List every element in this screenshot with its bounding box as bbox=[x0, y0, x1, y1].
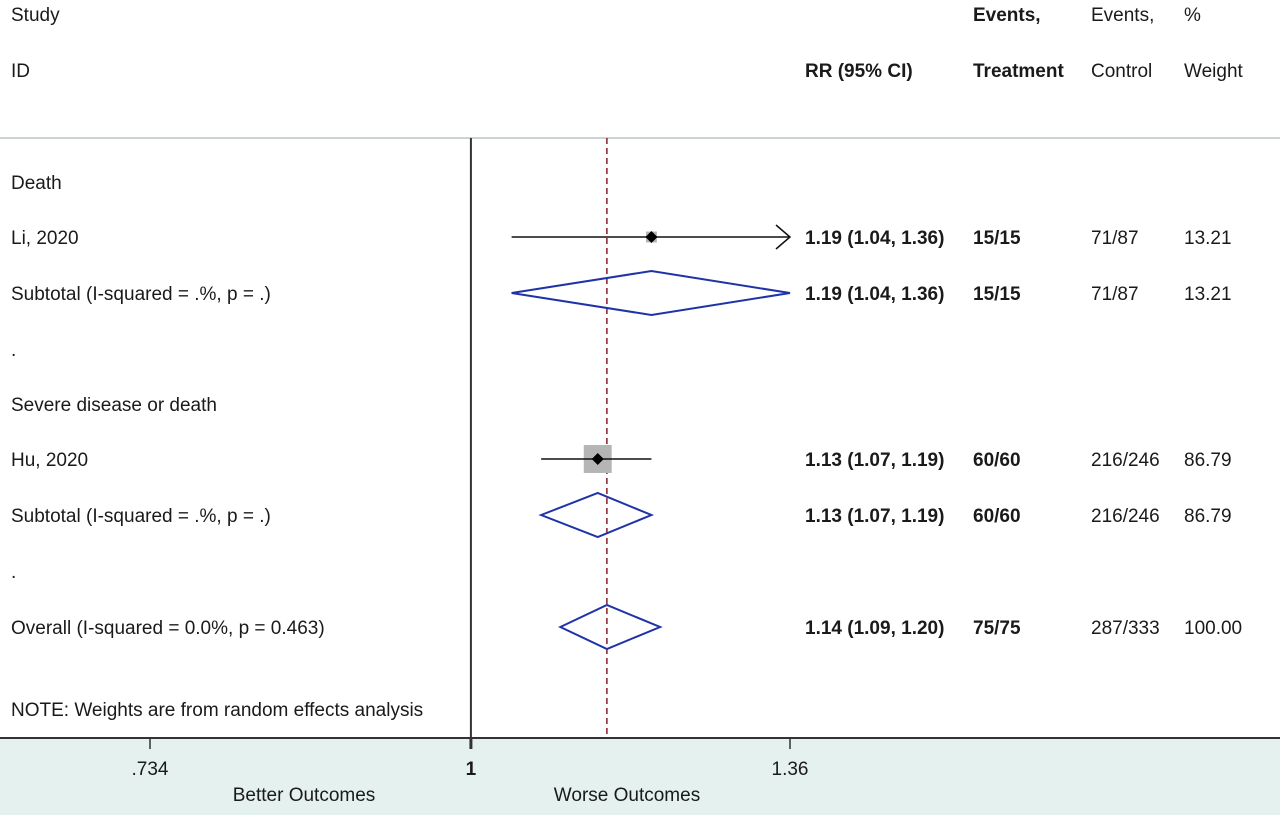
study-5-label: Hu, 2020 bbox=[11, 450, 88, 471]
subtotal-2-weight: 13.21 bbox=[1184, 284, 1232, 305]
rows-layer: Death Li, 2020 1.19 (1.04, 1.36) 15/15 71/87… bbox=[11, 173, 1242, 651]
overall-8-rr-text: 1.14 (1.09, 1.20) bbox=[805, 618, 944, 639]
subtotal-6-diamond bbox=[538, 491, 655, 539]
worse-outcomes-label: Worse Outcomes bbox=[554, 785, 700, 806]
subtotal-2-control-events: 71/87 bbox=[1091, 284, 1139, 305]
header-treatment: Treatment bbox=[973, 61, 1064, 82]
group-4-label: Severe disease or death bbox=[11, 395, 217, 416]
subtotal-2-diamond bbox=[511, 269, 791, 317]
overall-8-weight: 100.00 bbox=[1184, 618, 1242, 639]
study-1-point bbox=[645, 231, 658, 243]
subtotal-2-label: Subtotal (I-squared = .%, p = .) bbox=[11, 284, 271, 305]
x-tick-label-1: 1 bbox=[466, 759, 477, 780]
subtotal-6-rr-text: 1.13 (1.07, 1.19) bbox=[805, 506, 944, 527]
study-5-rr-text: 1.13 (1.07, 1.19) bbox=[805, 450, 944, 471]
study-1-weight: 13.21 bbox=[1184, 228, 1232, 249]
study-5-treatment-events: 60/60 bbox=[973, 450, 1021, 471]
better-outcomes-label: Better Outcomes bbox=[233, 785, 376, 806]
study-1-treatment-events: 15/15 bbox=[973, 228, 1021, 249]
header-study: Study bbox=[11, 5, 60, 26]
overall-8-label: Overall (I-squared = 0.0%, p = 0.463) bbox=[11, 618, 325, 639]
x-tick-label-0: .734 bbox=[132, 759, 169, 780]
x-tick-label-2: 1.36 bbox=[772, 759, 809, 780]
study-5-control-events: 216/246 bbox=[1091, 450, 1160, 471]
header-rr: RR (95% CI) bbox=[805, 61, 913, 82]
study-1-control-events: 71/87 bbox=[1091, 228, 1139, 249]
header-control-events: Events, bbox=[1091, 5, 1154, 26]
overall-8-diamond bbox=[558, 603, 663, 651]
subtotal-2-treatment-events: 15/15 bbox=[973, 284, 1021, 305]
header-control: Control bbox=[1091, 61, 1152, 82]
group-0-label: Death bbox=[11, 173, 62, 194]
overall-8-control-events: 287/333 bbox=[1091, 618, 1160, 639]
subtotal-6-control-events: 216/246 bbox=[1091, 506, 1160, 527]
header-weight: Weight bbox=[1184, 61, 1244, 82]
study-1-ci-arrow bbox=[775, 224, 792, 250]
header-percent: % bbox=[1184, 5, 1201, 26]
subtotal-6-label: Subtotal (I-squared = .%, p = .) bbox=[11, 506, 271, 527]
subtotal-6-weight: 86.79 bbox=[1184, 506, 1232, 527]
axis-band bbox=[0, 738, 1280, 815]
study-1-rr-text: 1.19 (1.04, 1.36) bbox=[805, 228, 944, 249]
x-ticks: .734 1 1.36 bbox=[132, 738, 809, 780]
spacer-7-label: . bbox=[11, 562, 16, 583]
header-id: ID bbox=[11, 61, 30, 82]
study-5-point bbox=[591, 453, 604, 465]
spacer-3-label: . bbox=[11, 340, 16, 361]
study-1-label: Li, 2020 bbox=[11, 228, 79, 249]
subtotal-2-rr-text: 1.19 (1.04, 1.36) bbox=[805, 284, 944, 305]
subtotal-6-treatment-events: 60/60 bbox=[973, 506, 1021, 527]
overall-8-treatment-events: 75/75 bbox=[973, 618, 1021, 639]
note-text: NOTE: Weights are from random effects an… bbox=[11, 700, 423, 721]
study-5-weight: 86.79 bbox=[1184, 450, 1232, 471]
header-treatment-events: Events, bbox=[973, 5, 1041, 26]
